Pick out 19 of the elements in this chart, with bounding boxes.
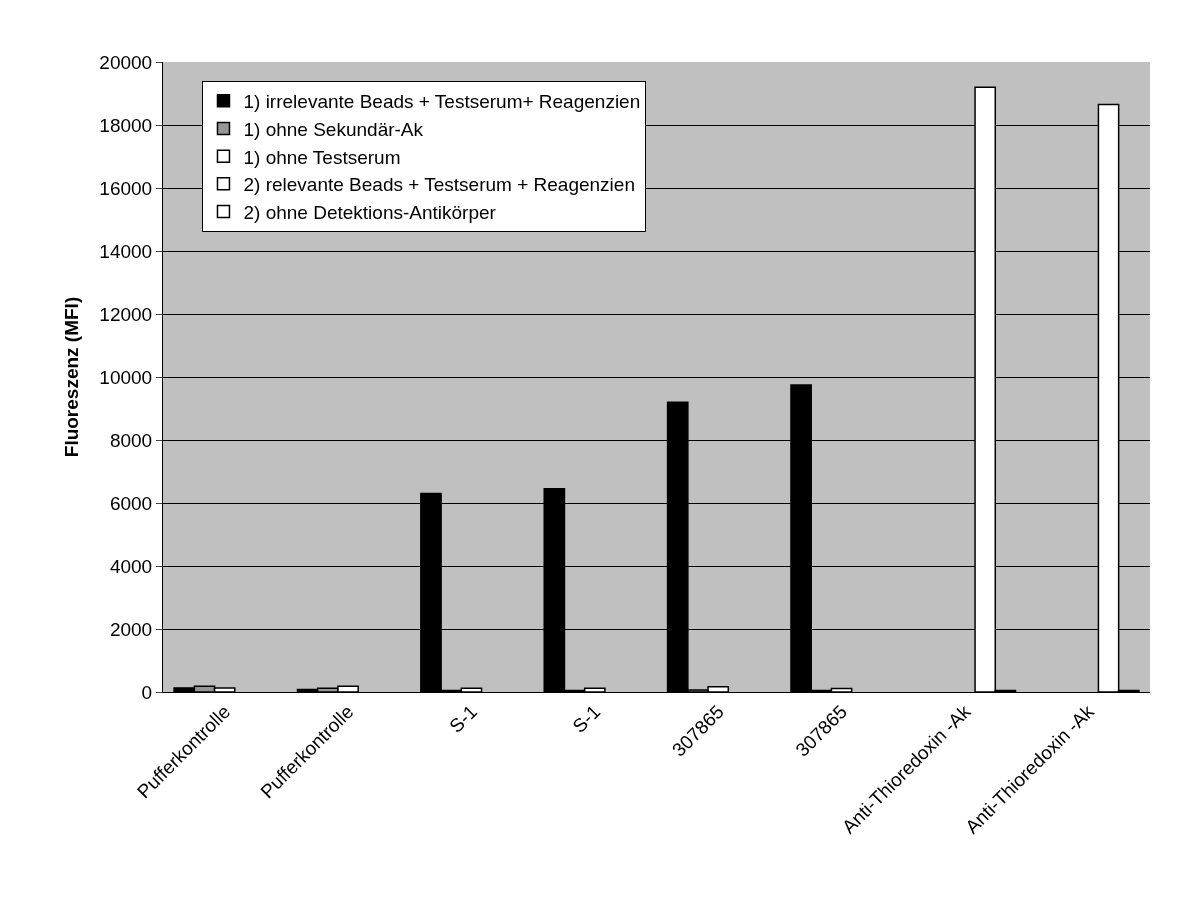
y-tick-label: 6000: [109, 492, 153, 514]
y-axis-title: Fluoreszenz (MFI): [61, 296, 83, 458]
y-tick-label: 18000: [99, 114, 153, 136]
legend-label: 1) ohne Sekundär-Ak: [243, 118, 424, 140]
y-tick-label: 4000: [109, 555, 153, 577]
legend-label: 1) ohne Testserum: [243, 146, 401, 168]
y-tick-label: 10000: [99, 366, 153, 388]
legend-label: 2) relevante Beads + Testserum + Reagenzien: [243, 174, 635, 196]
y-tick-label: 20000: [99, 51, 153, 73]
y-tick-label: 12000: [99, 303, 153, 325]
legend-label: 2) ohne Detektions-Antikörper: [243, 201, 497, 223]
legend-label: 1) irrelevante Beads + Testserum+ Reagenzien: [243, 91, 641, 113]
y-tick-label: 14000: [99, 240, 153, 262]
x-tick-label: S-1: [568, 701, 605, 737]
y-tick-label: 8000: [109, 429, 153, 451]
y-tick-label: 0: [141, 681, 153, 703]
y-tick-label: 2000: [109, 618, 153, 640]
x-tick-label: S-1: [445, 701, 481, 737]
y-tick-label: 16000: [99, 177, 153, 199]
